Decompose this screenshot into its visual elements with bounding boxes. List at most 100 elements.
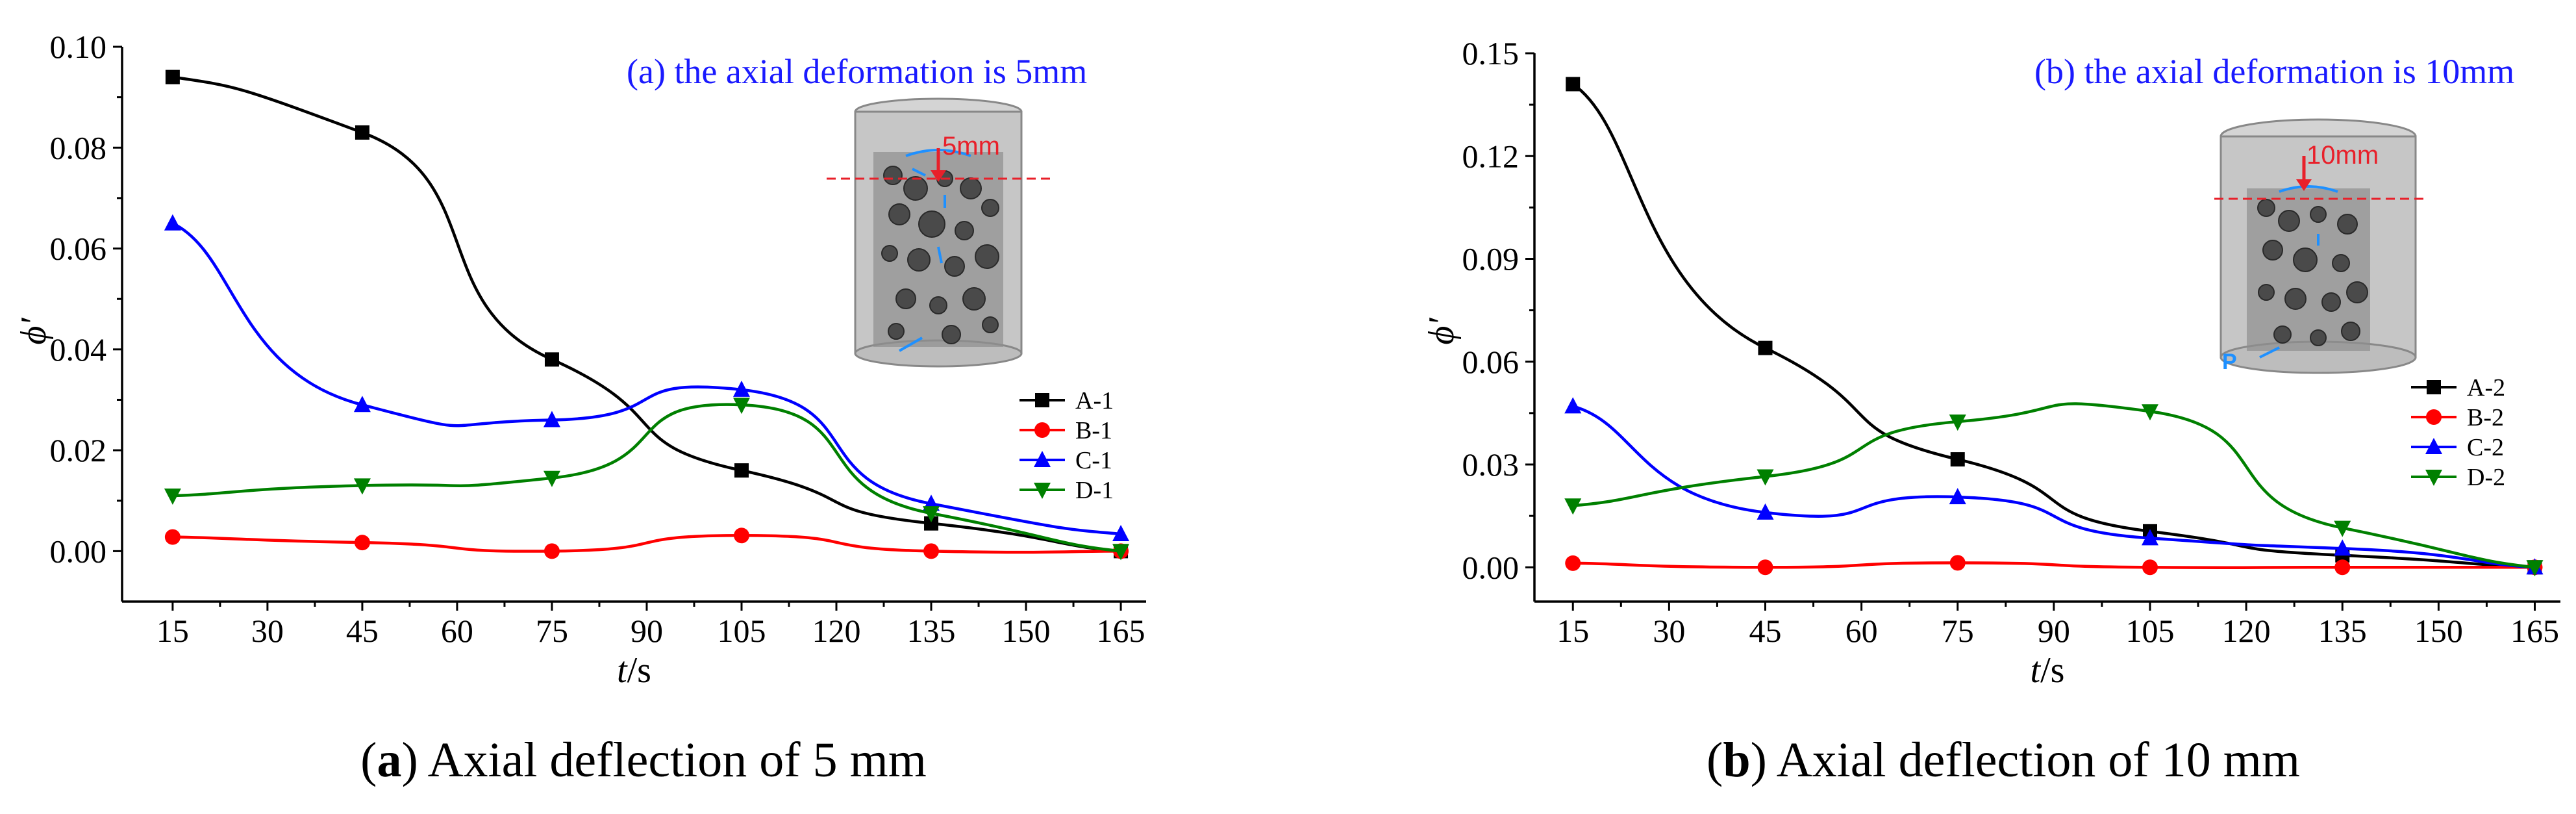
point-A-1-75 bbox=[544, 352, 559, 367]
x-tick-label: 105 bbox=[717, 613, 766, 649]
x-axis-label-unit: /s bbox=[627, 650, 651, 691]
x-tick-label: 30 bbox=[1653, 613, 1685, 649]
y-tick-label: 0.12 bbox=[1462, 138, 1519, 174]
x-tick-label: 150 bbox=[2414, 613, 2463, 649]
point-B-2-15 bbox=[1565, 555, 1581, 571]
y-tick-label: 0.06 bbox=[50, 231, 107, 267]
x-tick-label: 60 bbox=[441, 613, 473, 649]
point-C-2-75 bbox=[1949, 488, 1966, 505]
x-tick-label: 15 bbox=[1557, 613, 1589, 649]
y-tick-label: 0.03 bbox=[1462, 446, 1519, 483]
panel-b: 15 30 45 60 75 90 105 120 135 150 165 0.00 0.03 0.06 0… bbox=[1288, 0, 2576, 814]
x-tick-label: 165 bbox=[2510, 613, 2559, 649]
legend-marker-B-1 bbox=[1034, 422, 1050, 438]
specimen-inset-b: 10mm P bbox=[2214, 118, 2429, 374]
caption-b: (b) Axial deflection of 10 mm bbox=[1707, 733, 2300, 787]
y-tick-label: 0.10 bbox=[50, 29, 107, 65]
x-tick-label: 105 bbox=[2126, 613, 2175, 649]
series-line-D-2 bbox=[1573, 402, 2535, 569]
x-axis-label: t/s bbox=[2031, 650, 2065, 691]
point-B-2-75 bbox=[1949, 555, 1966, 571]
series-line-B-2 bbox=[1573, 561, 2535, 570]
point-B-1-75 bbox=[544, 543, 560, 559]
point-B-1-105 bbox=[733, 528, 749, 544]
point-A-1-135 bbox=[924, 516, 939, 531]
point-B-1-135 bbox=[923, 543, 940, 559]
legend-marker-A-1 bbox=[1035, 393, 1049, 407]
point-A-1-45 bbox=[355, 125, 369, 140]
x-axis-label: t/s bbox=[617, 650, 651, 691]
x-tick-label: 120 bbox=[2222, 613, 2271, 649]
y-axis-label: ϕ′ bbox=[14, 318, 54, 345]
legend-marker-B-2 bbox=[2426, 409, 2442, 425]
x-tick-label: 150 bbox=[1002, 613, 1051, 649]
specimen-inset-a: 5mm bbox=[827, 97, 1050, 368]
inset-load-label-b: P bbox=[2222, 350, 2237, 374]
series-line-C-2 bbox=[1572, 405, 2535, 569]
point-C-1-105 bbox=[732, 380, 750, 397]
x-tick-label: 75 bbox=[536, 613, 568, 649]
inset-dimension-label-a: 5mm bbox=[942, 132, 1000, 160]
caption-text-a: Axial deflection of 5 mm bbox=[418, 733, 927, 787]
point-D-1-165 bbox=[1112, 544, 1130, 561]
caption-text-b: Axial deflection of 10 mm bbox=[1767, 733, 2300, 787]
point-D-2-15 bbox=[1564, 498, 1582, 515]
point-B-1-45 bbox=[354, 535, 370, 551]
point-D-2-45 bbox=[1757, 469, 1774, 486]
inset-dimension-label-b: 10mm bbox=[2307, 141, 2379, 170]
x-tick-label: 90 bbox=[631, 613, 663, 649]
point-D-1-75 bbox=[543, 470, 560, 487]
y-tick-label: 0.00 bbox=[1462, 549, 1519, 585]
y-tick-label: 0.08 bbox=[50, 129, 107, 166]
annotation-a: (a) the axial deformation is 5mm bbox=[627, 52, 1087, 91]
x-tick-label: 45 bbox=[346, 613, 379, 649]
x-tick-label: 120 bbox=[812, 613, 861, 649]
point-C-2-45 bbox=[1757, 503, 1774, 520]
point-B-2-135 bbox=[2334, 559, 2351, 576]
legend-label-B-2: B-2 bbox=[2467, 404, 2504, 431]
point-A-1-105 bbox=[734, 463, 749, 478]
y-tick-label: 0.09 bbox=[1462, 241, 1519, 277]
point-C-1-75 bbox=[543, 411, 560, 427]
x-tick-label: 15 bbox=[156, 613, 189, 649]
legend-marker-C-2 bbox=[2425, 438, 2442, 454]
x-tick-label: 165 bbox=[1097, 613, 1145, 649]
caption-letter-b: b bbox=[1723, 733, 1750, 787]
point-B-2-105 bbox=[2142, 559, 2158, 576]
x-tick-label: 30 bbox=[251, 613, 284, 649]
point-C-2-15 bbox=[1564, 397, 1582, 414]
legend-label-C-1: C-1 bbox=[1075, 447, 1112, 474]
point-D-2-75 bbox=[1949, 414, 1966, 431]
y-axis-label: ϕ′ bbox=[1421, 318, 1462, 345]
legend-label-B-1: B-1 bbox=[1075, 417, 1112, 444]
legend-label-D-1: D-1 bbox=[1075, 477, 1114, 504]
point-C-1-15 bbox=[164, 214, 181, 231]
legend-marker-D-2 bbox=[2425, 470, 2442, 486]
x-axis-label-var: t bbox=[617, 650, 628, 691]
point-D-2-165 bbox=[2526, 560, 2544, 577]
point-A-2-45 bbox=[1758, 340, 1773, 355]
y-tick-label: 0.02 bbox=[50, 432, 107, 468]
legend-label-D-2: D-2 bbox=[2467, 464, 2505, 491]
point-B-1-15 bbox=[164, 529, 181, 545]
point-A-2-75 bbox=[1950, 452, 1965, 467]
point-D-1-105 bbox=[732, 398, 750, 414]
x-tick-label: 60 bbox=[1845, 613, 1878, 649]
point-D-1-15 bbox=[164, 488, 181, 505]
legend-marker-D-1 bbox=[1034, 483, 1051, 499]
caption-a: (a) Axial deflection of 5 mm bbox=[360, 733, 927, 787]
x-tick-label: 135 bbox=[907, 613, 956, 649]
point-B-2-45 bbox=[1757, 559, 1773, 576]
x-tick-label: 45 bbox=[1749, 613, 1782, 649]
point-D-2-135 bbox=[2334, 520, 2351, 537]
point-D-2-105 bbox=[2142, 404, 2158, 421]
point-C-2-105 bbox=[2142, 529, 2158, 546]
legend-marker-A-2 bbox=[2427, 380, 2441, 394]
point-C-1-165 bbox=[1112, 524, 1130, 541]
y-tick-label: 0.06 bbox=[1462, 344, 1519, 380]
series-line-B-1 bbox=[172, 534, 1121, 554]
point-C-1-45 bbox=[353, 396, 371, 413]
x-axis-label-unit: /s bbox=[2040, 650, 2064, 691]
caption-letter-a: a bbox=[377, 733, 401, 787]
x-tick-label: 90 bbox=[2038, 613, 2070, 649]
